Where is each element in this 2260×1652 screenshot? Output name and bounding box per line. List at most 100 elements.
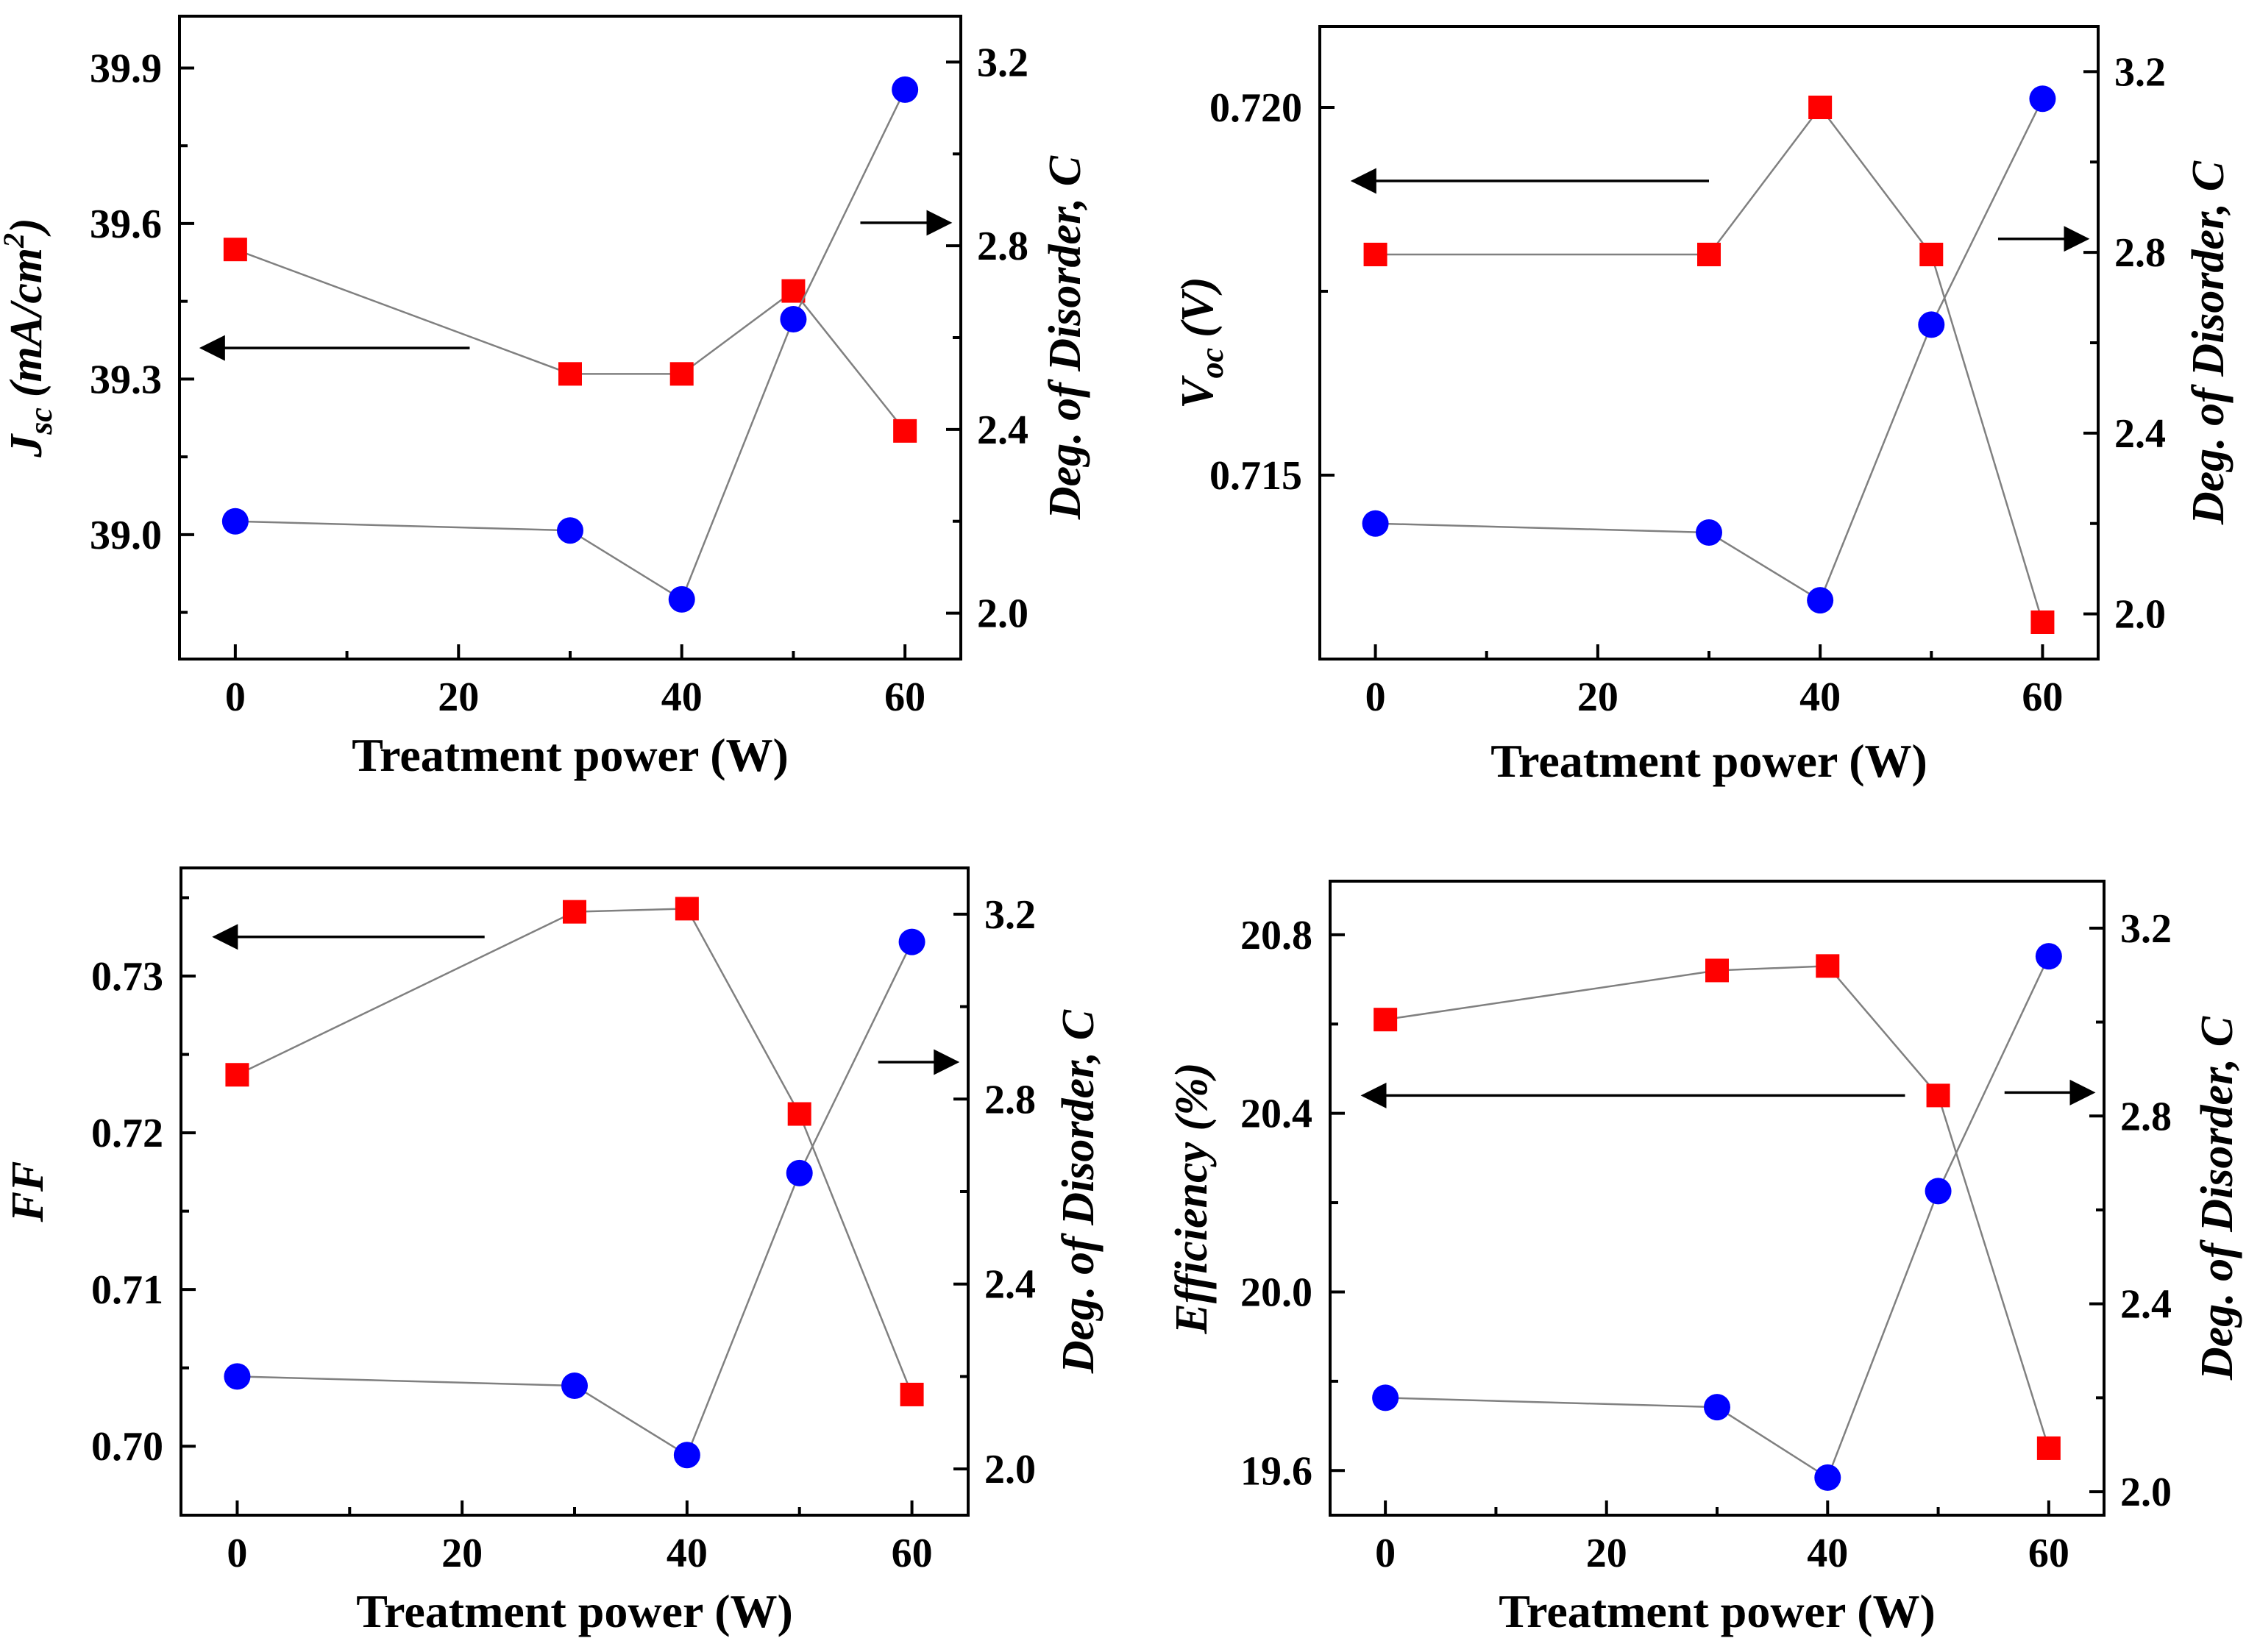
y-left-title-part: J bbox=[1, 433, 51, 458]
x-axis-title: Treatment power (W) bbox=[1490, 735, 1927, 787]
square-data-point bbox=[1363, 243, 1387, 266]
y-right-tick-label: 2.4 bbox=[2114, 411, 2166, 457]
circle-data-point bbox=[1704, 1394, 1730, 1421]
y-left-tick-label: 19.6 bbox=[1240, 1448, 1312, 1494]
series-right bbox=[224, 928, 925, 1469]
circle-data-point bbox=[780, 306, 807, 333]
chart-panel-top-right: 0 20 40 60 0.715 0.720 2.0 2.4 2.8 3.2 Treatment p… bbox=[1173, 25, 2234, 787]
x-axis-ticks: 0 20 40 60 bbox=[1365, 644, 2063, 720]
square-data-point bbox=[558, 362, 582, 386]
y-right-tick-label: 2.8 bbox=[977, 224, 1028, 269]
x-tick-label: 0 bbox=[1365, 674, 1386, 720]
x-tick-label: 40 bbox=[667, 1531, 708, 1576]
y-left-tick-label: 0.720 bbox=[1209, 85, 1302, 131]
x-tick-label: 60 bbox=[892, 1531, 933, 1576]
y-left-tick-label: 0.73 bbox=[91, 954, 163, 1000]
series-right bbox=[221, 76, 919, 613]
x-tick-label: 20 bbox=[1586, 1531, 1627, 1576]
y-left-tick-label: 39.6 bbox=[90, 202, 162, 247]
square-data-point bbox=[675, 897, 699, 921]
circle-data-point bbox=[561, 1372, 588, 1399]
y-right-axis-ticks: 2.0 2.4 2.8 3.2 bbox=[953, 892, 1036, 1492]
y-right-axis-ticks: 2.0 2.4 2.8 3.2 bbox=[2089, 906, 2172, 1515]
y-right-axis-ticks: 2.0 2.4 2.8 3.2 bbox=[946, 40, 1028, 637]
y-left-tick-label: 0.70 bbox=[91, 1424, 163, 1470]
y-left-axis-title: Jsc (mA/cm2) bbox=[0, 218, 59, 458]
plot-frame bbox=[1318, 25, 2100, 661]
x-tick-label: 40 bbox=[1799, 674, 1841, 720]
y-left-title-part: 2 bbox=[0, 233, 30, 249]
y-right-axis-title: Deg. of Disorder, C bbox=[2192, 1016, 2242, 1381]
series-right bbox=[1372, 943, 2062, 1491]
y-left-tick-label: 0.72 bbox=[91, 1111, 163, 1156]
y-right-tick-label: 2.0 bbox=[2114, 592, 2166, 638]
square-data-point bbox=[1926, 1083, 1950, 1108]
x-tick-label: 60 bbox=[884, 674, 925, 720]
circle-data-point bbox=[1918, 311, 1945, 338]
square-data-point bbox=[787, 1102, 811, 1126]
y-left-title-part: (V) bbox=[1173, 277, 1223, 338]
series-left bbox=[225, 897, 924, 1406]
series-right bbox=[1362, 85, 2056, 614]
x-tick-label: 40 bbox=[661, 674, 703, 720]
x-tick-label: 20 bbox=[1577, 674, 1618, 720]
y-left-tick-label: 20.4 bbox=[1240, 1092, 1312, 1137]
y-left-title-part: (mA/cm bbox=[1, 248, 51, 397]
square-data-point bbox=[1705, 958, 1729, 983]
y-left-title-part: Efficiency (%) bbox=[1167, 1063, 1217, 1335]
y-right-tick-label: 2.0 bbox=[984, 1447, 1036, 1492]
chart-panel-bottom-left: 0 20 40 60 0.70 0.71 0.72 0.73 2.0 2.4 2.8 3.2 Treat… bbox=[3, 866, 1104, 1637]
y-right-tick-label: 2.4 bbox=[2120, 1282, 2172, 1328]
circle-data-point bbox=[786, 1159, 813, 1186]
circle-data-point bbox=[2029, 85, 2056, 113]
square-data-point bbox=[1919, 243, 1944, 266]
x-tick-label: 60 bbox=[2028, 1531, 2069, 1576]
y-left-tick-label: 20.0 bbox=[1240, 1270, 1312, 1315]
circle-data-point bbox=[668, 585, 695, 613]
y-left-title-part: oc bbox=[1194, 348, 1230, 379]
y-left-title-part: FF bbox=[3, 1161, 53, 1223]
square-data-point bbox=[1697, 243, 1721, 266]
y-left-axis-ticks: 0.715 0.720 bbox=[1209, 85, 1335, 499]
square-data-point bbox=[225, 1063, 249, 1087]
y-right-tick-label: 2.4 bbox=[984, 1262, 1036, 1308]
circle-data-point bbox=[1814, 1464, 1841, 1491]
x-axis-title: Treatment power (W) bbox=[1499, 1585, 1936, 1637]
square-data-point bbox=[1374, 1008, 1398, 1032]
y-left-axis-ticks: 19.6 20.0 20.4 20.8 bbox=[1240, 913, 1345, 1494]
x-tick-label: 40 bbox=[1807, 1531, 1848, 1576]
x-tick-label: 20 bbox=[438, 674, 479, 720]
x-axis-title: Treatment power (W) bbox=[356, 1585, 793, 1637]
y-right-axis-title: Deg. of Disorder, C bbox=[1040, 155, 1090, 520]
circle-data-point bbox=[1362, 510, 1389, 537]
series-left bbox=[223, 238, 917, 443]
circle-data-point bbox=[2035, 943, 2062, 970]
y-right-tick-label: 2.8 bbox=[2120, 1094, 2172, 1139]
y-right-tick-label: 2.8 bbox=[984, 1077, 1036, 1122]
y-left-title-part: ) bbox=[1, 218, 51, 237]
x-axis-ticks: 0 20 40 60 bbox=[1375, 1500, 2069, 1576]
y-left-axis-title: FF bbox=[3, 1161, 53, 1223]
square-data-point bbox=[563, 900, 586, 924]
y-left-tick-label: 39.0 bbox=[90, 513, 162, 558]
y-left-axis-ticks: 39.0 39.3 39.6 39.9 bbox=[90, 46, 194, 614]
y-right-tick-label: 3.2 bbox=[2120, 906, 2172, 952]
y-left-tick-label: 0.715 bbox=[1209, 453, 1302, 499]
circle-data-point bbox=[673, 1442, 700, 1469]
y-right-tick-label: 2.4 bbox=[977, 407, 1028, 453]
circle-data-point bbox=[1696, 519, 1722, 546]
y-left-axis-title: Efficiency (%) bbox=[1167, 1063, 1217, 1335]
square-data-point bbox=[900, 1382, 924, 1406]
square-data-point bbox=[223, 238, 247, 262]
y-right-tick-label: 2.0 bbox=[977, 591, 1028, 637]
series-connector-line bbox=[235, 249, 906, 432]
series-connector-line bbox=[1385, 965, 2050, 1449]
square-data-point bbox=[893, 419, 917, 443]
y-right-axis-title: Deg. of Disorder, C bbox=[1053, 1009, 1104, 1374]
square-data-point bbox=[1816, 954, 1840, 978]
chart-panel-bottom-right: 0 20 40 60 19.6 20.0 20.4 20.8 2.0 2.4 2.8 3.2 Treat… bbox=[1167, 880, 2242, 1637]
y-right-tick-label: 2.0 bbox=[2120, 1470, 2172, 1515]
x-axis-ticks: 0 20 40 60 bbox=[227, 1500, 933, 1576]
y-right-axis-title: Deg. of Disorder, C bbox=[2183, 160, 2234, 525]
